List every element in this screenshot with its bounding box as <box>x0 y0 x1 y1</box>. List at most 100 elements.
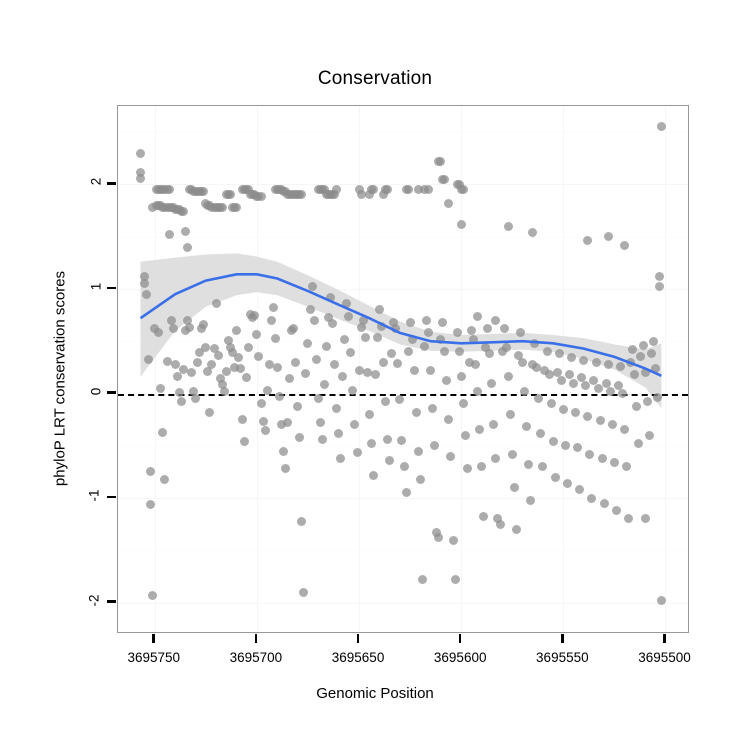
data-point <box>487 378 497 388</box>
y-axis-tick-label: -2 <box>86 594 102 607</box>
data-point <box>381 397 391 407</box>
data-point <box>332 403 342 413</box>
data-point <box>401 488 411 498</box>
y-axis-tick-label: 0 <box>88 387 104 395</box>
data-point <box>264 359 274 369</box>
data-point <box>135 148 145 158</box>
data-point <box>532 362 542 372</box>
data-point <box>473 311 483 321</box>
data-point <box>262 385 272 395</box>
data-point <box>297 516 307 526</box>
data-point <box>611 506 621 516</box>
data-point <box>540 366 550 376</box>
data-point <box>213 351 223 361</box>
data-point <box>648 336 658 346</box>
data-point <box>160 474 170 484</box>
data-point <box>178 364 188 374</box>
data-point <box>458 185 468 195</box>
data-point <box>507 449 517 459</box>
data-point <box>575 485 585 495</box>
data-point <box>182 315 192 325</box>
y-axis-label: phyloP LRT conservation scores <box>51 270 69 487</box>
grid-line-vertical <box>665 106 667 632</box>
data-point <box>387 349 397 359</box>
data-point <box>283 418 293 428</box>
data-point <box>556 376 566 386</box>
data-point <box>650 363 660 373</box>
data-point <box>301 369 311 379</box>
data-point <box>515 328 525 338</box>
grid-line-vertical <box>563 106 565 632</box>
data-point <box>479 512 489 522</box>
data-point <box>295 432 305 442</box>
x-axis-label: Genomic Position <box>316 685 434 702</box>
data-point <box>256 399 266 409</box>
data-point <box>579 355 589 365</box>
data-point <box>162 356 172 366</box>
data-point <box>646 349 656 359</box>
data-point <box>254 352 264 362</box>
data-point <box>616 361 626 371</box>
data-point <box>452 328 462 338</box>
data-point <box>407 334 417 344</box>
data-point <box>464 357 474 367</box>
grid-line-horizontal <box>118 184 688 186</box>
data-point <box>364 190 374 200</box>
data-point <box>285 374 295 384</box>
data-point <box>307 282 317 292</box>
data-point <box>219 386 229 396</box>
data-point <box>399 462 409 472</box>
data-point <box>536 428 546 438</box>
data-point <box>495 519 505 529</box>
data-point <box>517 357 527 367</box>
data-point <box>656 596 666 606</box>
data-point <box>558 404 568 414</box>
data-point <box>652 393 662 403</box>
data-point <box>368 185 378 195</box>
data-point <box>164 185 174 195</box>
data-point <box>593 383 603 393</box>
data-point <box>403 185 413 195</box>
data-point <box>654 271 664 281</box>
data-point <box>454 347 464 357</box>
data-point <box>585 449 595 459</box>
data-point <box>654 282 664 292</box>
data-point <box>493 514 503 524</box>
data-point <box>168 324 178 334</box>
data-point <box>620 240 630 250</box>
data-point <box>389 317 399 327</box>
data-point <box>325 292 335 302</box>
data-point <box>215 374 225 384</box>
grid-line-horizontal <box>118 602 688 604</box>
grid-line-minor <box>118 236 688 238</box>
data-point <box>622 462 632 472</box>
data-point <box>524 460 534 470</box>
data-point <box>444 415 454 425</box>
data-point <box>503 372 513 382</box>
data-point <box>466 326 476 336</box>
data-point <box>229 362 239 372</box>
data-point <box>419 341 429 351</box>
data-point <box>450 575 460 585</box>
data-point <box>560 441 570 451</box>
data-point <box>448 536 458 546</box>
data-point <box>501 343 511 353</box>
data-point <box>577 373 587 383</box>
smooth-line-path <box>139 273 662 377</box>
data-point <box>440 174 450 184</box>
data-point <box>244 343 254 353</box>
data-point <box>573 443 583 453</box>
data-point <box>148 202 158 212</box>
y-axis-tick <box>107 286 116 290</box>
data-point <box>485 349 495 359</box>
data-point <box>350 420 360 430</box>
grid-line-vertical <box>256 106 258 632</box>
data-point <box>144 354 154 364</box>
data-point <box>332 185 342 195</box>
data-point <box>154 328 164 338</box>
y-axis-tick <box>107 495 116 499</box>
data-point <box>303 338 313 348</box>
data-point <box>146 467 156 477</box>
data-point <box>571 407 581 417</box>
